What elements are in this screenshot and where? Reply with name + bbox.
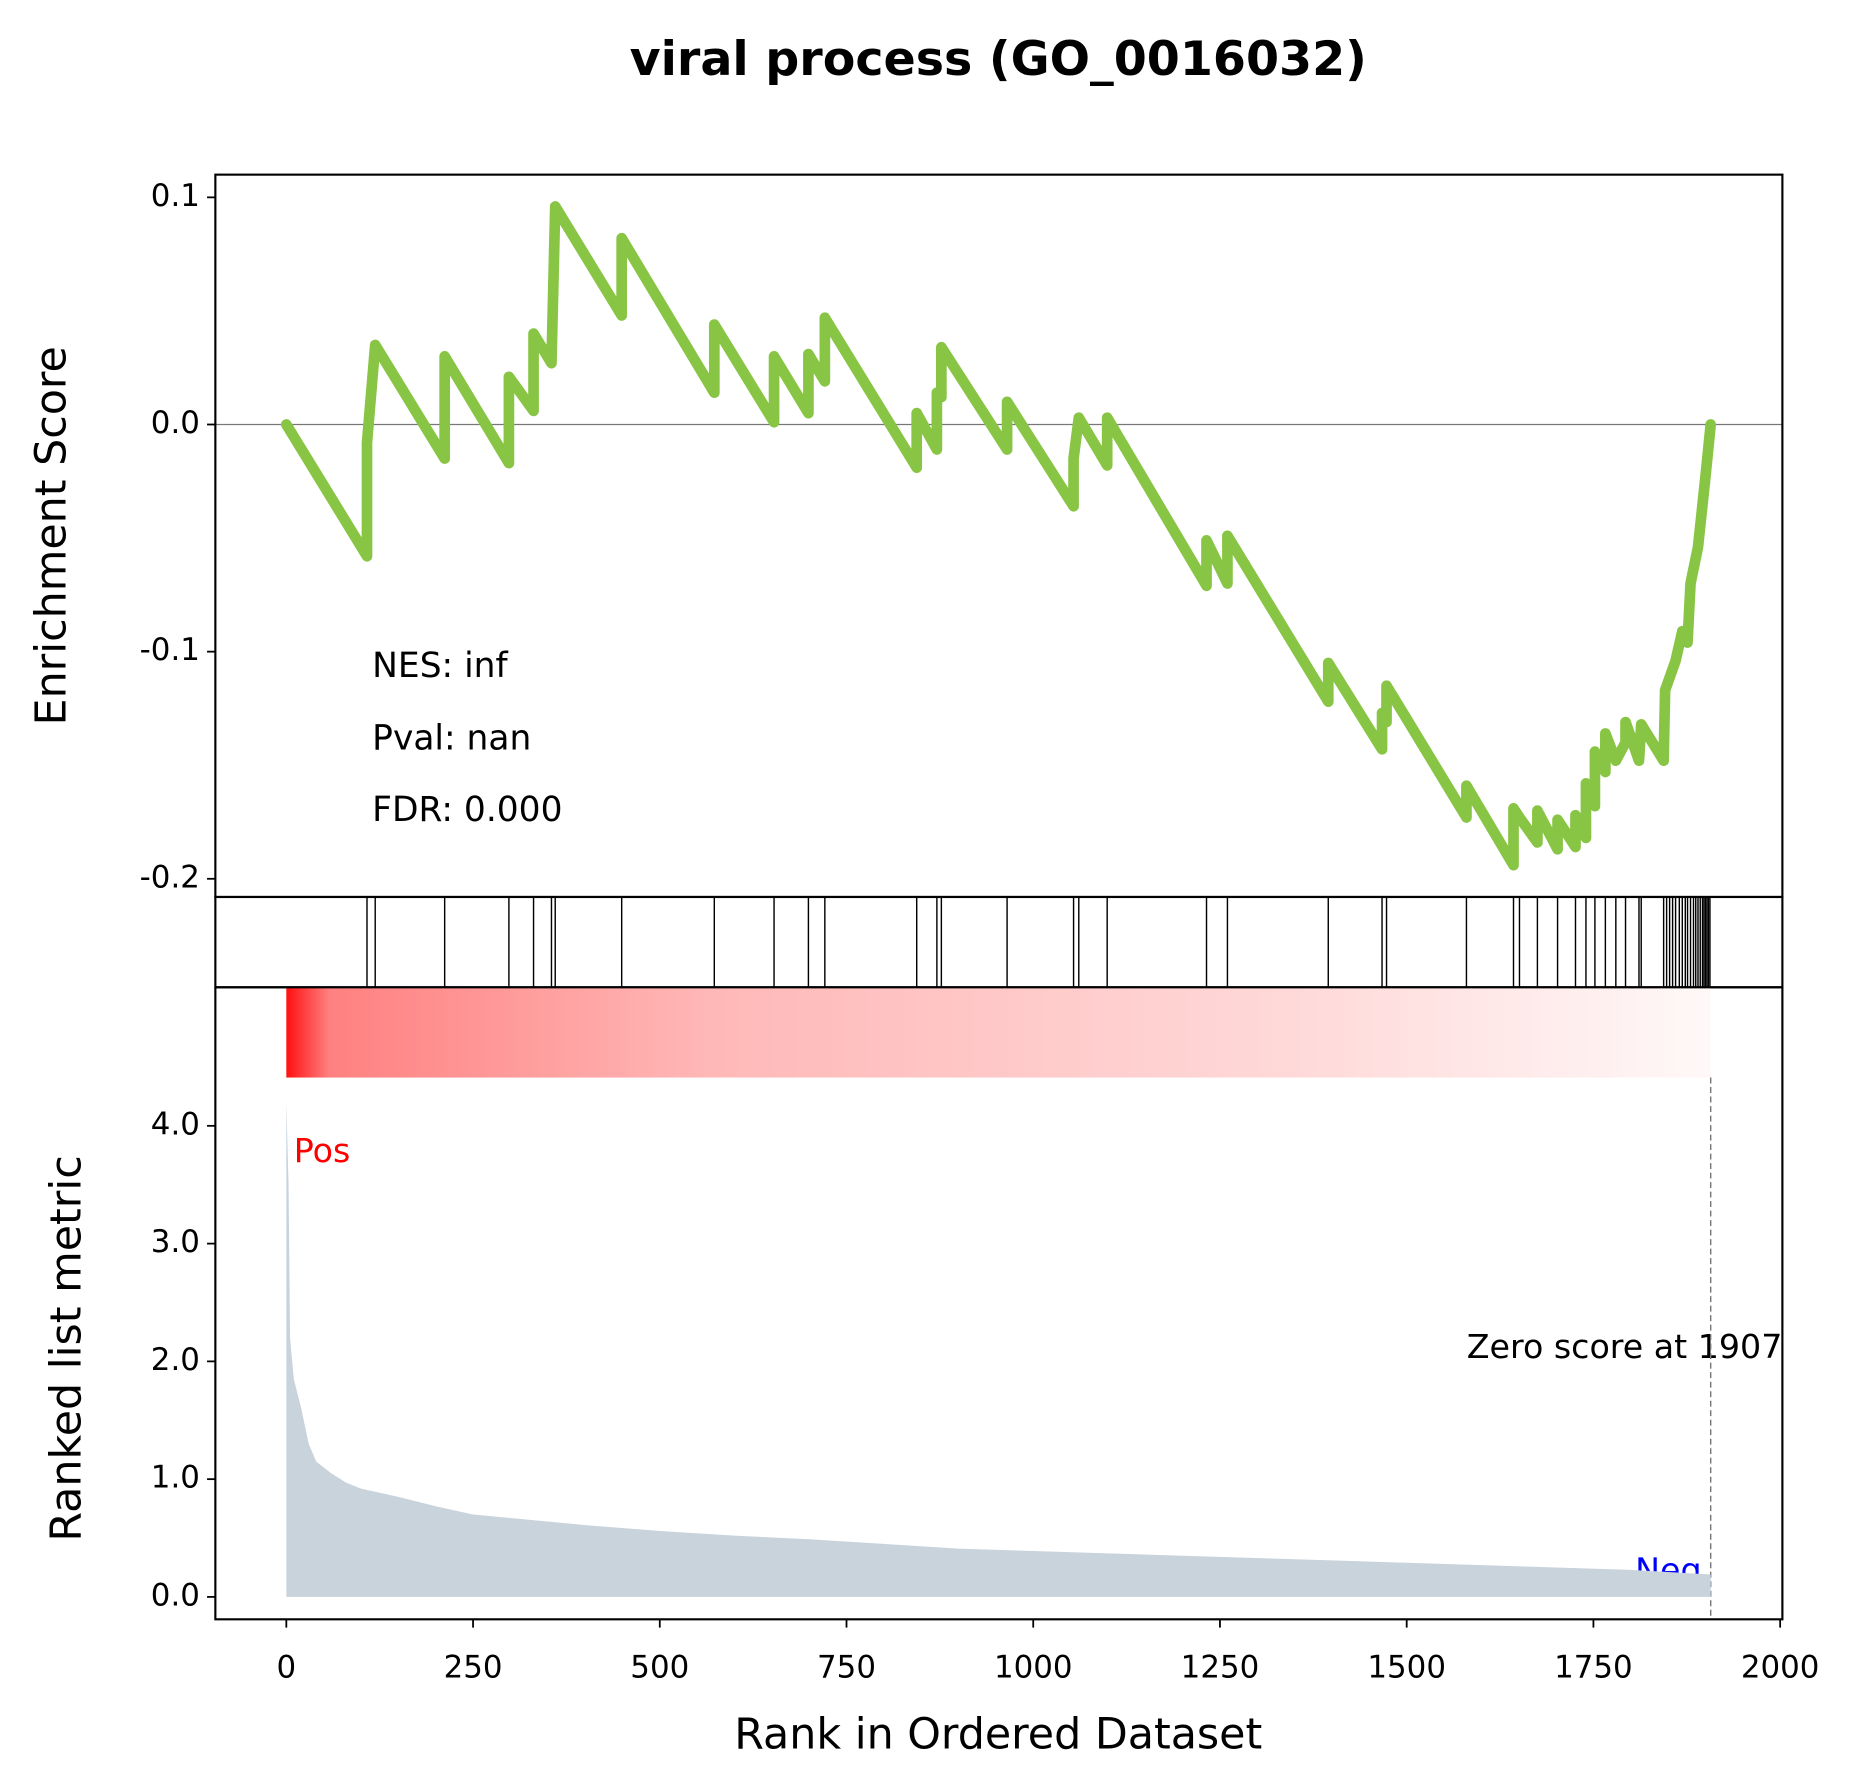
x-tick-label: 500 — [630, 1650, 689, 1686]
metric-area — [286, 1102, 1711, 1597]
axes-frame — [214, 895, 1784, 989]
y-tick-label: -0.1 — [140, 632, 200, 668]
x-tick-label: 0 — [276, 1650, 296, 1686]
y-tick-label: 4.0 — [151, 1106, 200, 1142]
y-axis-label: Ranked list metric — [42, 1155, 92, 1541]
x-tick-label: 1500 — [1367, 1650, 1446, 1686]
annotation: FDR: 0.000 — [372, 790, 562, 830]
enrichment-line — [280, 201, 1717, 871]
y-tick-label: 1.0 — [151, 1460, 200, 1496]
rank-colorbar — [286, 987, 1711, 1078]
y-tick-label: 3.0 — [151, 1224, 200, 1260]
y-tick-label: 0.0 — [151, 405, 200, 441]
axes-frame — [214, 173, 1784, 899]
x-axis-label: Rank in Ordered Dataset — [734, 1709, 1262, 1759]
annotation: Pval: nan — [372, 719, 531, 759]
x-tick-label: 1000 — [994, 1650, 1073, 1686]
chart-title: viral process (GO_0016032) — [630, 32, 1367, 87]
x-tick-label: 1750 — [1554, 1650, 1633, 1686]
y-tick-label: 0.1 — [151, 178, 200, 214]
x-tick-label: 1250 — [1181, 1650, 1260, 1686]
x-tick-label: 250 — [444, 1650, 503, 1686]
y-tick-label: 2.0 — [151, 1342, 200, 1378]
x-tick-label: 750 — [817, 1650, 876, 1686]
zero-score-label: Zero score at 1907 — [1467, 1327, 1783, 1366]
y-axis-label: Enrichment Score — [26, 346, 76, 725]
x-tick-label: 2000 — [1741, 1650, 1820, 1686]
annotation: NES: inf — [372, 646, 508, 686]
pos-label: Pos — [294, 1131, 351, 1170]
y-tick-label: -0.2 — [140, 859, 200, 895]
y-tick-label: 0.0 — [151, 1577, 200, 1613]
axes-frame — [214, 986, 1784, 1621]
